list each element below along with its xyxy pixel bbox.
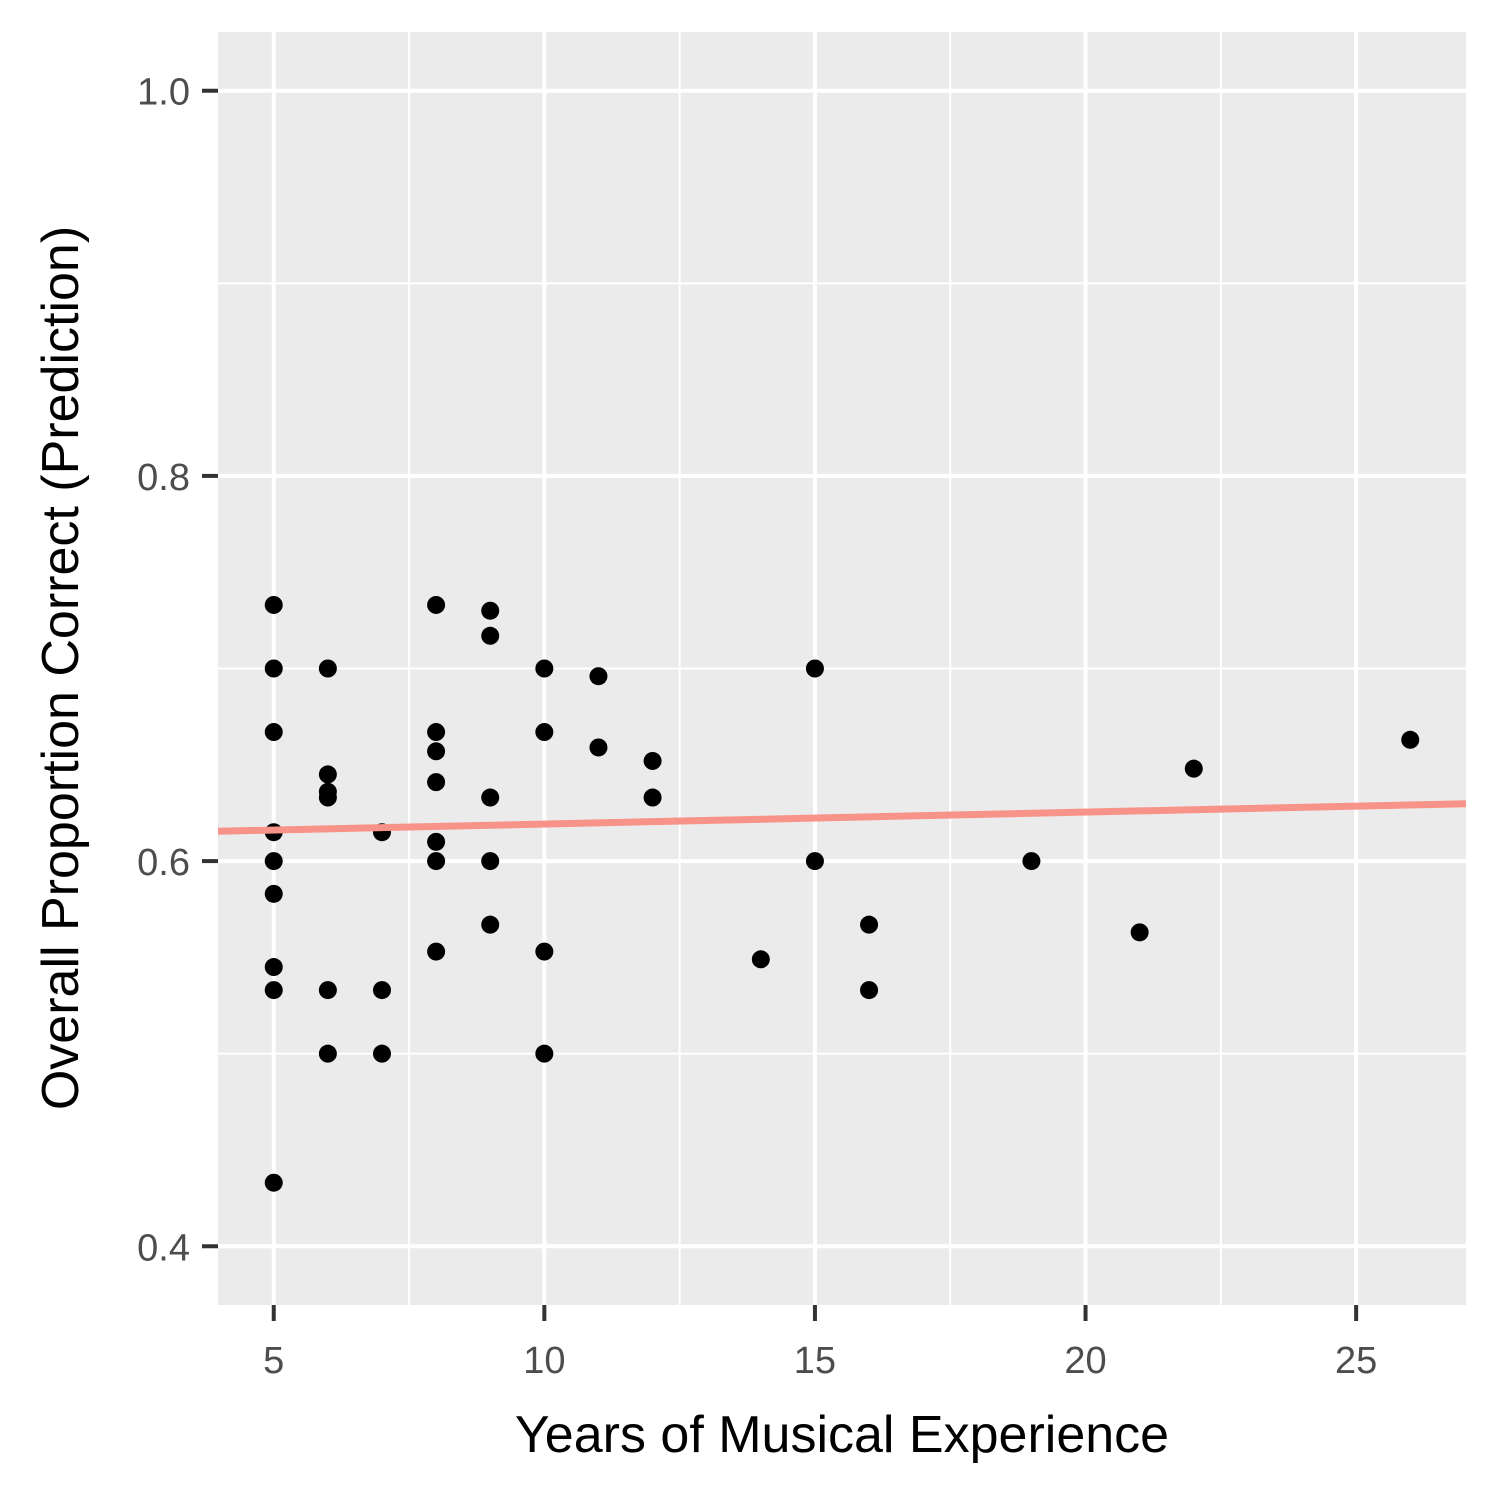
data-point — [264, 958, 283, 977]
data-point — [427, 942, 446, 961]
data-point — [427, 742, 446, 761]
y-axis-title: Overall Proportion Correct (Prediction) — [32, 226, 90, 1110]
y-tick-label: 1.0 — [137, 72, 190, 114]
x-axis-title: Years of Musical Experience — [515, 1406, 1169, 1464]
data-point — [1130, 923, 1149, 942]
data-point — [860, 981, 879, 1000]
data-point — [535, 1044, 554, 1063]
data-point — [643, 751, 662, 770]
data-point — [372, 981, 391, 1000]
data-point — [535, 659, 554, 678]
data-point — [427, 723, 446, 742]
y-axis: 0.4 0.6 0.8 1.0 — [137, 72, 218, 1269]
data-point — [318, 1044, 337, 1063]
data-point — [427, 832, 446, 851]
data-point — [372, 1044, 391, 1063]
data-point — [535, 723, 554, 742]
x-tick-label: 15 — [794, 1340, 836, 1382]
y-tick-label: 0.4 — [137, 1227, 190, 1269]
x-tick-label: 10 — [523, 1340, 565, 1382]
data-point — [481, 626, 500, 645]
data-point — [318, 981, 337, 1000]
y-tick-label: 0.6 — [137, 842, 190, 884]
data-point — [1184, 759, 1203, 778]
y-tick-label: 0.8 — [137, 457, 190, 499]
data-point — [589, 667, 608, 686]
data-point — [751, 950, 770, 969]
data-point — [481, 601, 500, 620]
data-point — [535, 942, 554, 961]
data-point — [264, 981, 283, 1000]
data-point — [427, 852, 446, 871]
data-point — [318, 659, 337, 678]
data-point — [860, 915, 879, 934]
data-point — [805, 659, 824, 678]
data-point — [264, 852, 283, 871]
data-point — [264, 884, 283, 903]
data-point — [427, 595, 446, 614]
data-point — [264, 659, 283, 678]
data-point — [805, 852, 824, 871]
data-point — [264, 723, 283, 742]
grid-minor — [218, 32, 1466, 1305]
data-point — [589, 738, 608, 757]
data-point — [481, 852, 500, 871]
data-point — [427, 773, 446, 792]
data-point — [318, 765, 337, 784]
x-axis: 5 10 15 20 25 — [263, 1305, 1377, 1382]
data-point — [318, 788, 337, 807]
data-point — [264, 595, 283, 614]
data-point — [1022, 852, 1041, 871]
x-tick-label: 5 — [263, 1340, 284, 1382]
data-point — [481, 915, 500, 934]
x-tick-label: 20 — [1064, 1340, 1106, 1382]
x-tick-label: 25 — [1335, 1340, 1377, 1382]
trend-line — [217, 800, 1467, 835]
data-point — [481, 788, 500, 807]
data-point — [1401, 730, 1420, 749]
data-point — [643, 788, 662, 807]
data-point — [264, 1173, 283, 1192]
